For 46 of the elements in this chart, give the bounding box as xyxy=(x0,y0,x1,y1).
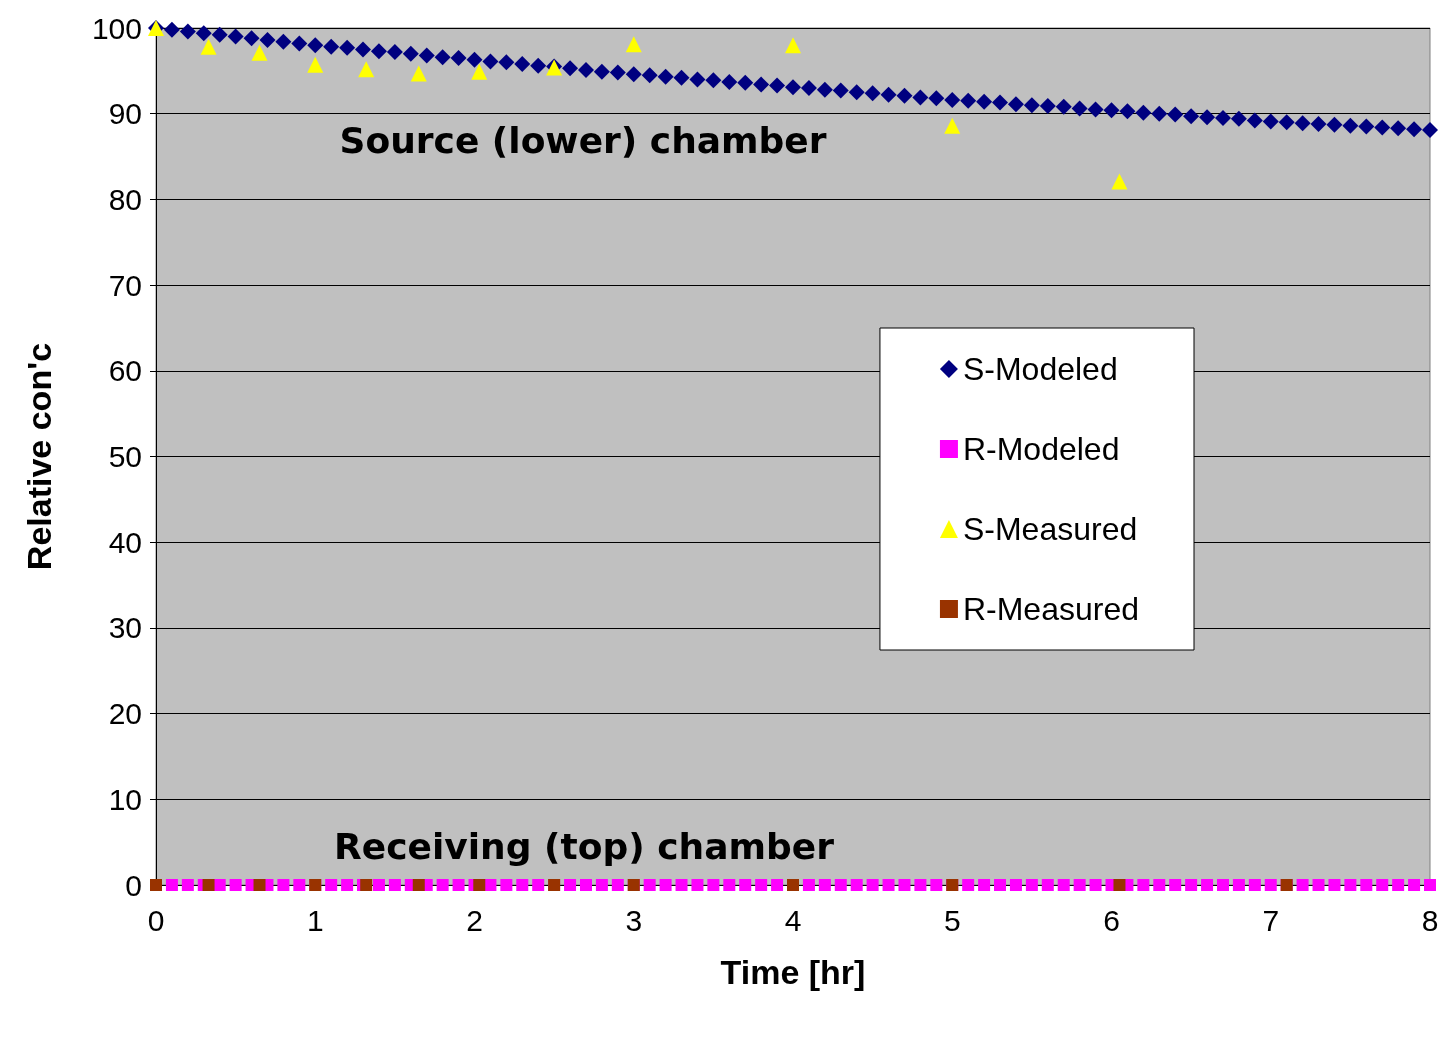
point xyxy=(471,63,488,80)
x-tick-label: 2 xyxy=(466,903,483,937)
y-tick-label: 10 xyxy=(108,782,142,816)
y-tick-label: 20 xyxy=(108,697,142,731)
legend-label: S-Measured xyxy=(962,511,1138,547)
y-tick-label: 80 xyxy=(108,182,142,216)
point xyxy=(944,117,961,134)
point xyxy=(785,37,801,54)
annotation: Receiving (top) chamber xyxy=(334,825,835,867)
x-tick-label: 6 xyxy=(1103,903,1120,937)
x-tick-label: 0 xyxy=(147,903,165,937)
x-tick-label: 8 xyxy=(1421,903,1439,937)
x-tick-label: 1 xyxy=(306,903,324,937)
y-tick-label: 50 xyxy=(108,440,142,473)
y-tick-label: 100 xyxy=(91,11,142,45)
point xyxy=(787,879,799,891)
point xyxy=(251,44,268,61)
y-tick-label: 0 xyxy=(125,868,142,902)
x-axis-title: Time [hr] xyxy=(720,953,866,991)
x-tick-label: 5 xyxy=(943,903,961,937)
legend-label: R-Measured xyxy=(962,591,1139,627)
legend-label: R-Modeled xyxy=(962,431,1120,467)
point xyxy=(1111,173,1128,190)
point xyxy=(412,879,425,891)
point xyxy=(625,36,642,53)
y-tick-label: 60 xyxy=(108,354,142,388)
point xyxy=(200,38,217,55)
point xyxy=(253,879,266,891)
point xyxy=(360,879,373,891)
x-tick-label: 7 xyxy=(1262,903,1280,937)
point xyxy=(150,879,162,891)
point xyxy=(307,56,324,73)
point xyxy=(358,61,375,78)
legend-label: S-Modeled xyxy=(962,351,1118,387)
point xyxy=(202,879,215,891)
point xyxy=(410,65,427,82)
annotation: Source (lower) chamber xyxy=(339,119,827,161)
x-tick-label: 4 xyxy=(784,903,802,937)
y-tick-label: 30 xyxy=(108,611,142,645)
y-tick-label: 40 xyxy=(108,525,142,559)
y-axis-title: Relative con'c xyxy=(20,342,58,571)
x-tick-label: 3 xyxy=(625,903,643,937)
y-tick-label: 70 xyxy=(108,268,142,302)
y-tick-label: 90 xyxy=(108,97,142,131)
point xyxy=(473,879,486,891)
point xyxy=(1113,879,1126,891)
